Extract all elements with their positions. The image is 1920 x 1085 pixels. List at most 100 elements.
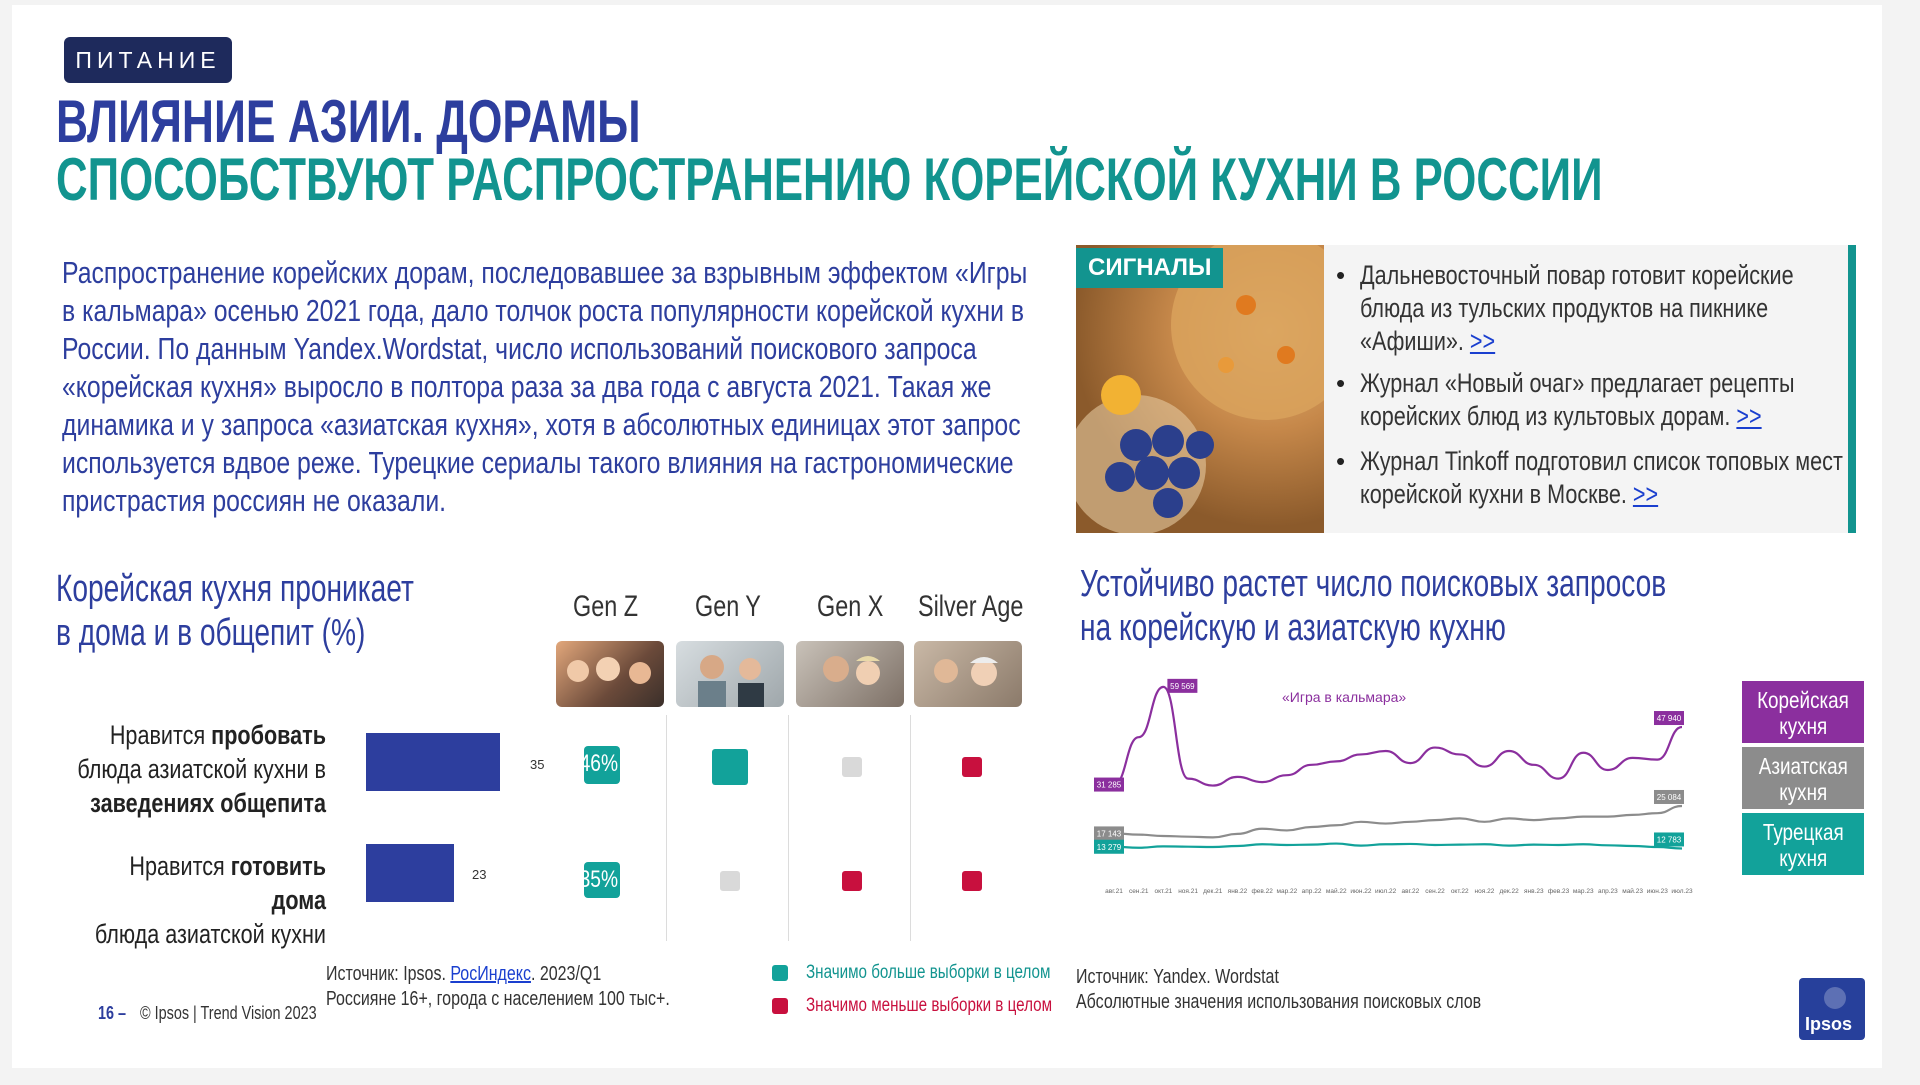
intro-line: динамика и у запроса «азиатская кухня», … — [62, 407, 1021, 442]
page-title-line1: ВЛИЯНИЕ АЗИИ. ДОРАМЫ — [56, 88, 641, 155]
x-tick-label: янв.22 — [1228, 888, 1248, 895]
source-right-line1: Источник: Yandex. Wordstat — [1076, 966, 1279, 988]
row1-label-line2: блюда азиатской кухни в — [77, 754, 326, 784]
x-tick-label: янв.23 — [1524, 888, 1544, 895]
signal-link[interactable]: >> — [1469, 326, 1496, 356]
gen-x-header: Gen X — [817, 590, 884, 623]
source-right-line2: Абсолютные значения использования поиско… — [1076, 991, 1482, 1013]
point-label-box — [1654, 789, 1684, 804]
x-tick-label: апр.22 — [1302, 888, 1322, 895]
row1-label: Нравится пробовать блюда азиатской кухни… — [12, 718, 326, 820]
signal-link[interactable]: >> — [1632, 479, 1659, 509]
x-tick-label: мар.23 — [1573, 888, 1594, 895]
ipsos-logo-mark: Ipsos — [1805, 987, 1852, 1034]
gen-y-header: Gen Y — [695, 590, 761, 623]
signal-text: Журнал Tinkoff подготовил список топовых… — [1360, 446, 1843, 509]
x-tick-label: фев.23 — [1548, 888, 1570, 895]
source-left-line1: Источник: Ipsos. РосИндекс. 2023/Q1 — [326, 963, 602, 985]
signal-link[interactable]: >> — [1736, 401, 1762, 431]
intro-line: России. По данным Yandex.Wordstat, число… — [62, 331, 977, 366]
signals-food-photo — [1076, 245, 1324, 533]
x-tick-label: окт.21 — [1154, 888, 1172, 895]
signals-box: СИГНАЛЫ • Дальневосточный повар готовит … — [1076, 245, 1856, 533]
gen-x-photo — [796, 641, 904, 707]
point-label: 47 940 — [1657, 714, 1682, 723]
row2-label-line2: блюда азиатской кухни — [94, 919, 326, 949]
x-tick-label: июн.23 — [1647, 888, 1669, 895]
silver-age-photo — [914, 641, 1022, 707]
silver-age-header: Silver Age — [918, 590, 1024, 623]
row1-label-bold: пробовать — [211, 720, 326, 750]
rosindex-link[interactable]: РосИндекс — [450, 963, 531, 985]
series-line-0 — [1113, 685, 1683, 787]
point-label-box — [1094, 777, 1124, 792]
squid-game-annotation: «Игра в кальмара» — [1282, 689, 1406, 705]
genz-row2-badge-text: 35% — [584, 866, 618, 893]
x-tick-label: авг.21 — [1105, 888, 1123, 895]
row2-label: Нравится готовить дома блюда азиатской к… — [12, 849, 326, 951]
right-chart-heading-line2: на корейскую и азиатскую кухню — [1080, 607, 1506, 649]
point-label: 12 783 — [1657, 835, 1682, 844]
bullet-icon: • — [1336, 368, 1346, 398]
page-number: 16 – — [98, 1003, 127, 1023]
signals-label: СИГНАЛЫ — [1076, 248, 1224, 288]
x-tick-label: апр.23 — [1598, 888, 1618, 895]
significance-marker — [962, 871, 982, 891]
x-tick-label: май.23 — [1622, 887, 1643, 895]
significance-marker — [842, 757, 862, 777]
column-divider — [788, 715, 789, 941]
berries-illustration — [1076, 245, 1324, 533]
legend-asian: Азиатская кухня — [1742, 747, 1864, 809]
bar-row1-value: 35 — [530, 757, 545, 772]
series-line-2 — [1113, 842, 1683, 850]
point-label: 17 143 — [1097, 829, 1122, 838]
x-tick-label: авг.22 — [1402, 888, 1420, 895]
intro-line: в кальмара» осенью 2021 года, дало толчо… — [62, 293, 1025, 328]
legend-more-swatch — [772, 965, 788, 981]
x-tick-label: окт.22 — [1451, 888, 1469, 895]
gen-z-header: Gen Z — [573, 590, 639, 623]
row2-label-bold: готовить дома — [230, 851, 326, 915]
significance-marker — [720, 871, 740, 891]
genz-row2-badge: 35% — [584, 862, 620, 898]
significance-marker — [962, 757, 982, 777]
point-label: 59 569 — [1170, 682, 1195, 691]
point-label-box — [1094, 826, 1124, 841]
genz-row1-badge-text: 46% — [584, 750, 618, 777]
bullet-icon: • — [1336, 446, 1346, 476]
svg-text:Ipsos: Ipsos — [1805, 1014, 1852, 1034]
bar-row1 — [366, 733, 500, 791]
significance-marker — [842, 871, 862, 891]
x-tick-label: дек.21 — [1203, 888, 1223, 895]
search-trends-chart: 31 285 59 569 47 940 17 143 25 084 13 279 12 7… — [1094, 678, 1693, 895]
signal-text: Дальневосточный повар готовит корейские … — [1360, 260, 1794, 356]
x-tick-label: июл.22 — [1375, 888, 1397, 895]
point-label-box — [1654, 832, 1684, 847]
ipsos-logo: Ipsos — [1799, 978, 1865, 1040]
point-label: 25 084 — [1657, 793, 1682, 802]
x-tick-label: дек.22 — [1499, 888, 1519, 895]
x-tick-label: мар.22 — [1276, 888, 1297, 895]
point-label: 13 279 — [1097, 843, 1122, 852]
legend-turkish: Турецкая кухня — [1742, 813, 1864, 875]
bar-row2-value: 23 — [472, 867, 487, 882]
gen-z-photo — [556, 641, 664, 707]
legend-less-text: Значимо меньше выборки в целом — [806, 995, 1053, 1016]
bar-row2 — [366, 844, 455, 902]
point-label: 31 285 — [1097, 781, 1122, 790]
point-label-box — [1094, 839, 1124, 854]
row1-label-part: Нравится — [109, 720, 212, 750]
row2-label-part: Нравится — [129, 851, 231, 881]
legend-more-text: Значимо больше выборки в целом — [806, 962, 1051, 983]
point-label-box — [1654, 711, 1684, 726]
row1-label-line3: заведениях общепита — [90, 788, 326, 818]
bullet-icon: • — [1336, 260, 1346, 290]
x-tick-label: сен.21 — [1129, 888, 1149, 895]
series-line-1 — [1113, 804, 1683, 839]
x-tick-label: июн.22 — [1350, 888, 1372, 895]
left-chart-heading-line1: Корейская кухня проникает — [56, 568, 414, 610]
legend-korean: Корейская кухня — [1742, 681, 1864, 743]
left-chart-heading-line2: в дома и в общепит (%) — [56, 612, 366, 654]
intro-line: пристрастия россиян не оказали. — [62, 483, 447, 518]
x-tick-label: фев.22 — [1251, 888, 1273, 895]
